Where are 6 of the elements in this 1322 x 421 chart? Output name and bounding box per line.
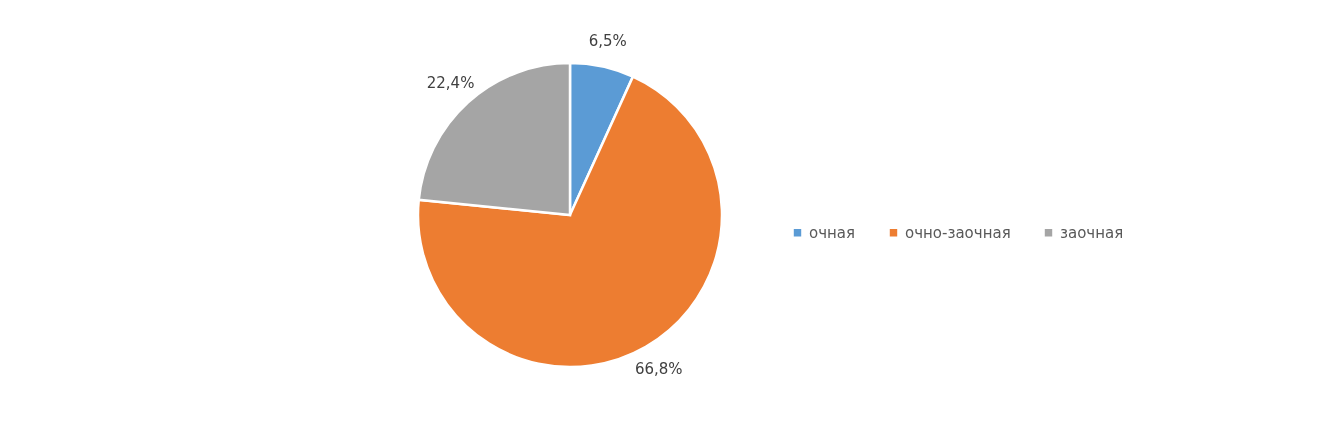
legend-label: очная bbox=[809, 223, 856, 242]
data-label: 66,8% bbox=[634, 360, 683, 379]
legend-label: заочная bbox=[1060, 223, 1124, 242]
data-label: 6,5% bbox=[588, 32, 627, 51]
data-label: 22,4% bbox=[426, 73, 475, 92]
legend-label: очно-заочная bbox=[905, 223, 1011, 242]
